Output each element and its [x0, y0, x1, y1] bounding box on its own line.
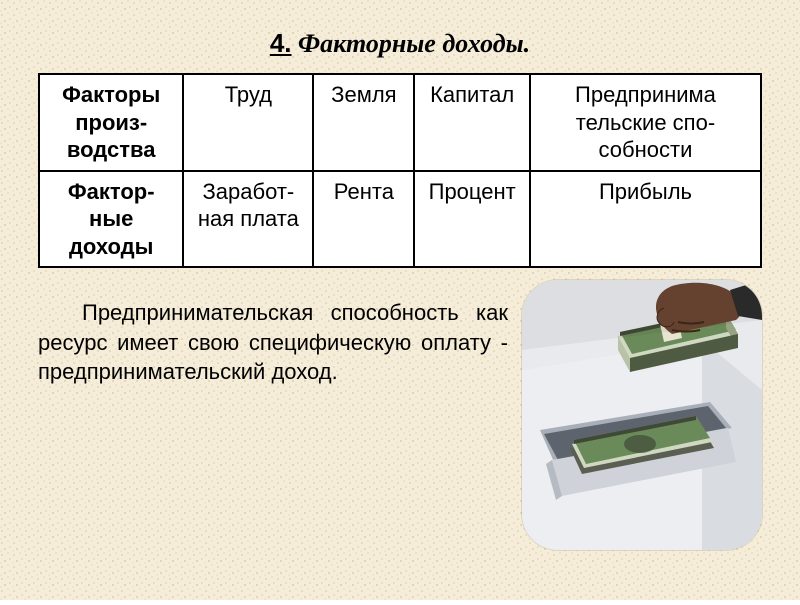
money-safe-photo: [522, 280, 762, 550]
row-head: Факторы произ-водства: [39, 74, 183, 171]
title-text: Факторные доходы.: [298, 29, 530, 58]
factors-table: Факторы произ-водства Труд Земля Капитал…: [38, 73, 762, 268]
table-row: Факторы произ-водства Труд Земля Капитал…: [39, 74, 761, 171]
table-row: Фактор-ные доходы Заработ-ная плата Рент…: [39, 171, 761, 268]
row-head: Фактор-ные доходы: [39, 171, 183, 268]
table-cell: Процент: [414, 171, 530, 268]
table-cell: Труд: [183, 74, 313, 171]
table-cell: Прибыль: [530, 171, 761, 268]
table-cell: Заработ-ная плата: [183, 171, 313, 268]
slide-title: 4. Факторные доходы.: [38, 28, 762, 59]
table-cell: Земля: [313, 74, 414, 171]
table-cell: Предпринима тельские спо-собности: [530, 74, 761, 171]
table-cell: Рента: [313, 171, 414, 268]
table-cell: Капитал: [414, 74, 530, 171]
paragraph: Предпринимательская способность как ресу…: [38, 298, 508, 387]
title-number: 4.: [270, 28, 292, 58]
